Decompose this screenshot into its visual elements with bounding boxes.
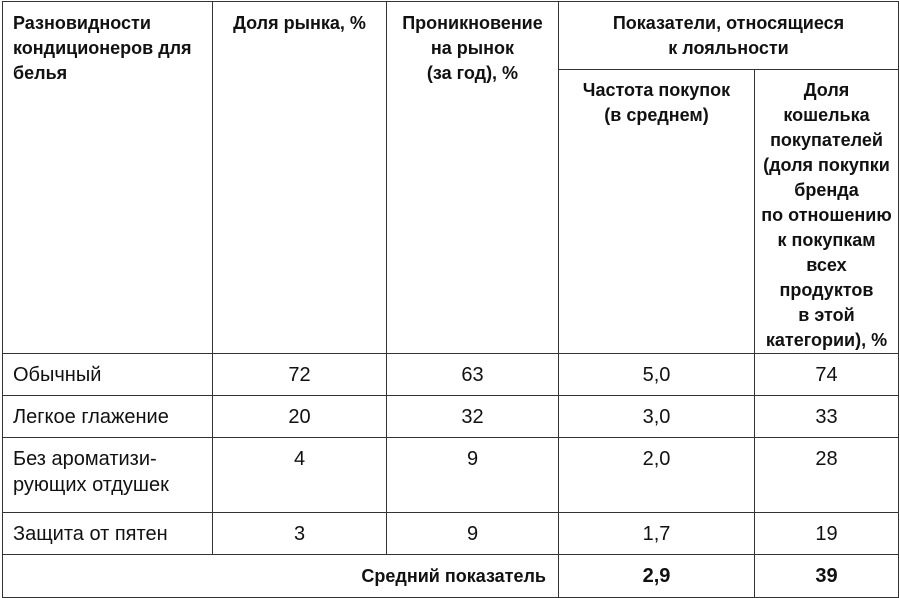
header-loyalty-group: Показатели, относящиеся к лояльности xyxy=(558,1,899,70)
average-label: Средний показатель xyxy=(2,554,559,598)
average-purchase-frequency: 2,9 xyxy=(558,554,755,598)
row-variety: Защита от пятен xyxy=(2,512,213,555)
row-penetration: 32 xyxy=(386,395,559,438)
average-share-of-wallet: 39 xyxy=(754,554,899,598)
row-variety: Без ароматизи- рующих отдушек xyxy=(2,437,213,513)
row-penetration: 9 xyxy=(386,437,559,513)
row-purchase-frequency: 1,7 xyxy=(558,512,755,555)
row-share-of-wallet: 19 xyxy=(754,512,899,555)
row-purchase-frequency: 5,0 xyxy=(558,353,755,396)
row-market-share: 20 xyxy=(212,395,387,438)
table-row: Защита от пятен 3 9 1,7 19 xyxy=(2,512,899,555)
row-purchase-frequency: 3,0 xyxy=(558,395,755,438)
header-purchase-frequency: Частота покупок (в среднем) xyxy=(558,69,755,354)
row-share-of-wallet: 74 xyxy=(754,353,899,396)
row-share-of-wallet: 28 xyxy=(754,437,899,513)
row-purchase-frequency: 2,0 xyxy=(558,437,755,513)
row-market-share: 4 xyxy=(212,437,387,513)
table-row: Обычный 72 63 5,0 74 xyxy=(2,353,899,396)
table-row: Без ароматизи- рующих отдушек 4 9 2,0 28 xyxy=(2,437,899,513)
row-share-of-wallet: 33 xyxy=(754,395,899,438)
header-market-share: Доля рынка, % xyxy=(212,1,387,354)
header-variety: Разновидности кондиционеров для белья xyxy=(2,1,213,354)
table-row: Легкое глажение 20 32 3,0 33 xyxy=(2,395,899,438)
row-market-share: 72 xyxy=(212,353,387,396)
row-penetration: 9 xyxy=(386,512,559,555)
row-variety: Обычный xyxy=(2,353,213,396)
header-penetration: Проникновение на рынок (за год), % xyxy=(386,1,559,354)
row-penetration: 63 xyxy=(386,353,559,396)
average-row: Средний показатель 2,9 39 xyxy=(2,554,899,598)
row-variety: Легкое глажение xyxy=(2,395,213,438)
header-share-of-wallet: Доля кошелька покупателей (доля покупки … xyxy=(754,69,899,354)
row-market-share: 3 xyxy=(212,512,387,555)
